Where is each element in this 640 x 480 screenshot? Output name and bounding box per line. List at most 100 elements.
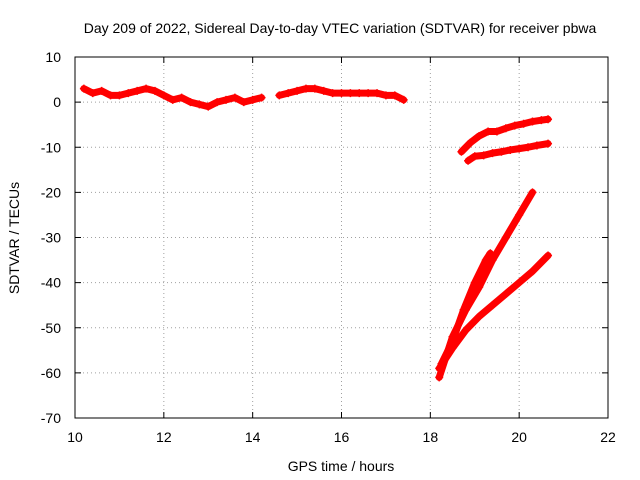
series-3 [457, 115, 553, 156]
data-point [481, 256, 490, 265]
data-point [355, 89, 364, 98]
data-point [310, 84, 319, 93]
x-tick-label: 16 [334, 429, 350, 445]
data-point [488, 301, 497, 310]
data-point [106, 91, 115, 100]
data-point [544, 139, 553, 148]
data-point [435, 364, 444, 373]
data-point [488, 149, 497, 158]
data-point [319, 86, 328, 95]
grid-lines [75, 57, 608, 418]
data-point [524, 143, 533, 152]
y-tick-label: 0 [53, 94, 61, 110]
y-tick-label: -70 [41, 410, 61, 426]
data-point [373, 89, 382, 98]
data-point [248, 95, 257, 104]
chart-title: Day 209 of 2022, Sidereal Day-to-day VTE… [84, 20, 597, 36]
data-point [506, 145, 515, 154]
data-point [293, 86, 302, 95]
axis-ticks: 10 12 14 16 18 20 22 10 0 -10 -20 -30 -40 -50 -60 -70 [41, 49, 616, 445]
data-point [88, 89, 97, 98]
plot-frame [74, 56, 609, 419]
data-point [484, 127, 493, 136]
y-tick-label: -50 [41, 320, 61, 336]
series-trace [464, 140, 552, 165]
data-points [79, 84, 553, 382]
data-point [528, 117, 537, 126]
data-point [470, 152, 479, 161]
data-point [510, 121, 519, 130]
data-point [230, 93, 239, 102]
x-tick-label: 14 [245, 429, 261, 445]
data-point [501, 233, 510, 242]
x-tick-label: 18 [423, 429, 439, 445]
data-point [150, 86, 159, 95]
data-point [142, 84, 151, 93]
series-2 [275, 84, 408, 104]
x-tick-label: 12 [156, 429, 172, 445]
x-tick-label: 20 [511, 429, 527, 445]
data-point [364, 89, 373, 98]
y-tick-label: -20 [41, 184, 61, 200]
data-point [159, 91, 168, 100]
x-axis-label: GPS time / hours [288, 458, 395, 474]
data-point [475, 312, 484, 321]
data-point [79, 84, 88, 93]
series-1 [79, 84, 266, 111]
data-point [532, 141, 541, 150]
data-point [239, 98, 248, 107]
data-point [381, 91, 390, 100]
x-tick-label: 10 [67, 429, 83, 445]
data-point [515, 278, 524, 287]
series-trace [437, 249, 494, 368]
data-point [528, 188, 537, 197]
data-point [448, 344, 457, 353]
data-point [461, 326, 470, 335]
series-trace [435, 252, 552, 372]
data-point [168, 95, 177, 104]
data-point [501, 289, 510, 298]
data-point [497, 147, 506, 156]
data-point [133, 86, 142, 95]
data-point [213, 98, 222, 107]
y-tick-label: -40 [41, 275, 61, 291]
data-point [115, 91, 124, 100]
data-point [475, 131, 484, 140]
data-point [222, 95, 231, 104]
y-tick-label: 10 [45, 49, 61, 65]
data-point [204, 102, 213, 111]
data-point [257, 93, 266, 102]
data-point [464, 156, 473, 165]
data-point [479, 151, 488, 160]
data-point [492, 127, 501, 136]
data-point [515, 210, 524, 219]
data-point [435, 373, 444, 382]
data-point [97, 86, 106, 95]
y-axis-label: SDTVAR / TECUs [6, 182, 22, 294]
y-tick-label: -10 [41, 139, 61, 155]
data-point [346, 89, 355, 98]
series-7 [435, 251, 553, 373]
data-point [195, 100, 204, 109]
data-point [466, 138, 475, 147]
series-4 [464, 139, 553, 165]
data-point [515, 144, 524, 153]
data-point [501, 124, 510, 133]
data-point [399, 95, 408, 104]
data-point [470, 278, 479, 287]
data-point [124, 89, 133, 98]
y-tick-label: -60 [41, 365, 61, 381]
data-point [528, 267, 537, 276]
data-point [284, 89, 293, 98]
y-tick-label: -30 [41, 230, 61, 246]
data-point [177, 93, 186, 102]
data-point [486, 249, 495, 258]
data-point [459, 305, 468, 314]
data-point [519, 119, 528, 128]
data-point [457, 147, 466, 156]
data-point [275, 91, 284, 100]
data-point [390, 91, 399, 100]
data-point [544, 251, 553, 260]
data-point [544, 115, 553, 124]
